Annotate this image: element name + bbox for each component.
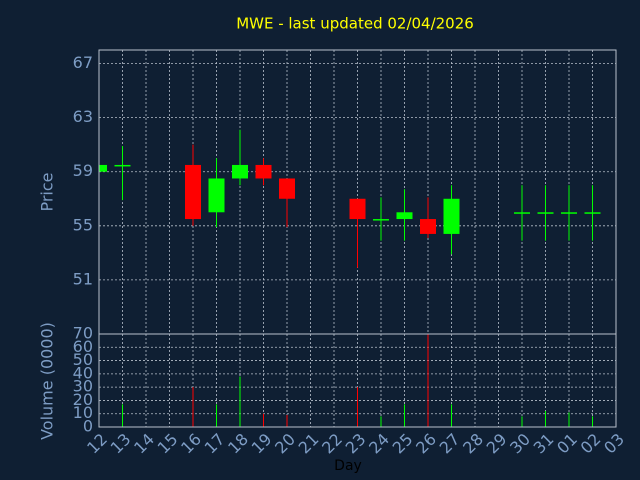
candle-body [99,164,107,172]
candle-body [114,164,131,167]
candle-body [443,198,460,234]
candle-body [396,212,413,220]
candle-body [584,212,601,214]
y-tick-label: 10 [73,403,93,422]
x-axis-label: Day [334,458,362,474]
y-axis-label: Price [38,172,57,211]
y-tick-label: 60 [73,337,93,356]
y-tick-label: 50 [73,350,93,369]
y-tick-label: 20 [73,390,93,409]
candle-body [185,164,201,220]
y-tick-label: 63 [73,107,93,126]
y-tick-label: 0 [83,417,93,436]
y-tick-label: 30 [73,377,93,396]
y-tick-label: 40 [73,363,93,382]
candle-body [255,164,272,179]
candle-body [561,212,577,214]
candle-body [232,164,248,179]
candle-body [514,212,530,214]
candle-body [279,178,295,199]
y-tick-label: 70 [73,324,93,343]
volume-frame [98,333,617,428]
candle-body [537,212,554,214]
series [122,334,593,427]
y-axis-label: Volume (0000) [38,322,57,440]
candle-body [208,178,225,213]
candle-body [373,219,389,221]
y-tick-label: 55 [73,215,93,234]
y-tick-label: 51 [73,269,93,288]
chart-title: MWE - last updated 02/04/2026 [236,15,474,33]
y-tick-label: 67 [73,53,93,72]
candle-body [420,219,436,234]
y-tick-label: 59 [73,161,93,180]
candle-body [349,198,366,220]
series [99,129,601,268]
